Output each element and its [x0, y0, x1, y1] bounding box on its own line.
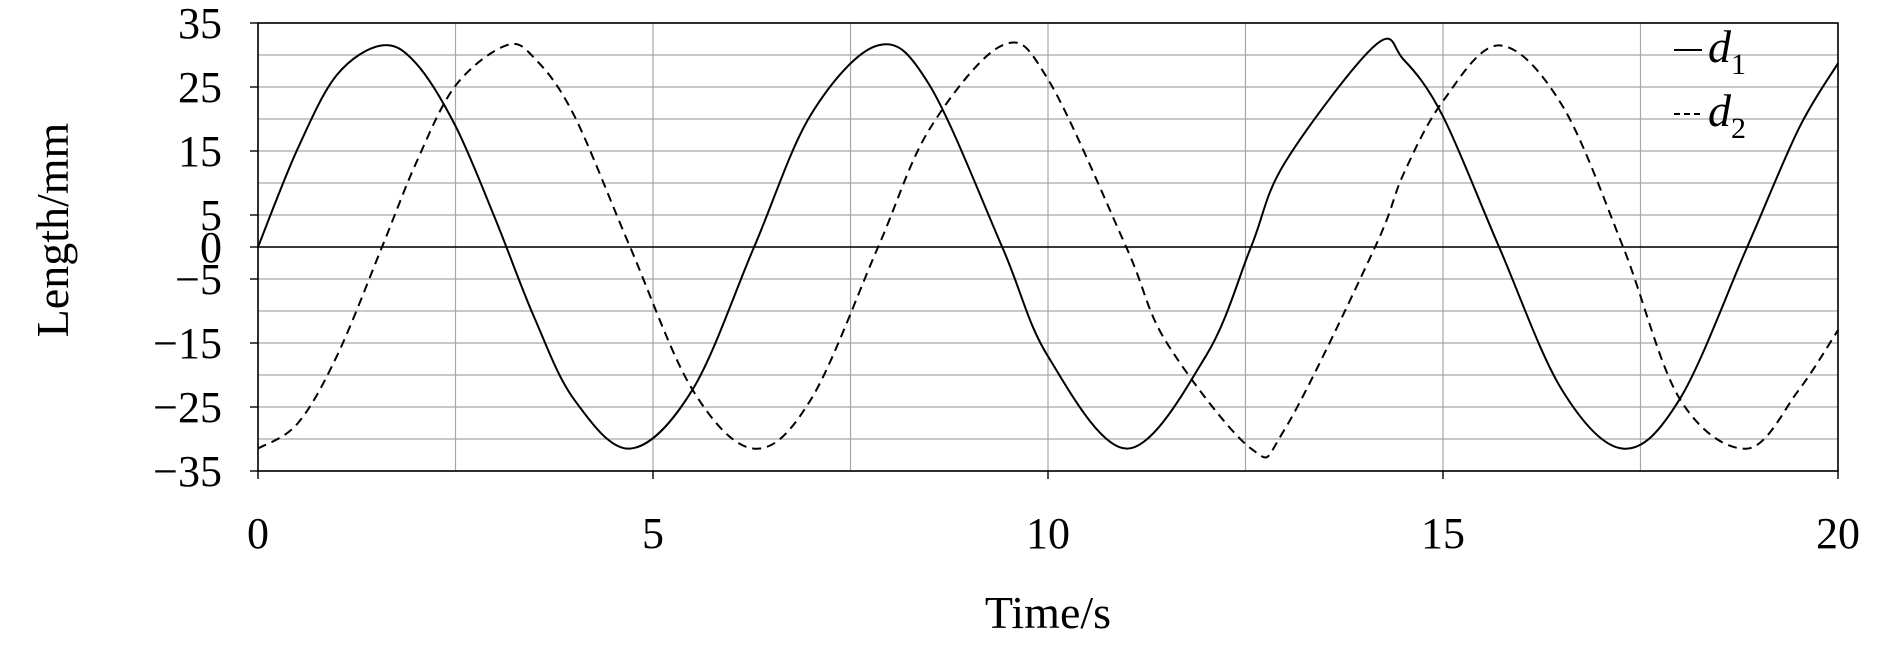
x-tick-label: 5	[642, 509, 664, 558]
grid	[257, 22, 1839, 472]
y-tick-label: −15	[153, 319, 222, 368]
x-tick-label: 10	[1026, 509, 1070, 558]
y-tick-label: −25	[153, 383, 222, 432]
series-layer	[257, 37, 1839, 459]
y-tick-label: 25	[178, 63, 222, 112]
legend-label-1: d1	[1708, 21, 1746, 81]
series-line-1	[257, 37, 1839, 450]
y-tick-label: 35	[178, 0, 222, 48]
y-tick-label: 0	[200, 223, 222, 272]
y-axis-label: Length/mm	[27, 122, 78, 337]
x-tick-label: 0	[247, 509, 269, 558]
y-tick-labels: 35 25 15 50−5 −15 −25 −35	[153, 0, 258, 496]
y-tick-label: −35	[153, 447, 222, 496]
x-tick-labels: 0 5 10 15 20	[247, 471, 1860, 558]
y-tick-label: 15	[178, 127, 222, 176]
x-tick-label: 15	[1421, 509, 1465, 558]
x-axis-label: Time/s	[985, 587, 1111, 638]
series-line-2	[257, 41, 1839, 459]
y-tick-label: −5	[175, 255, 222, 304]
x-tick-label: 20	[1816, 509, 1860, 558]
legend-label-2: d2	[1708, 85, 1746, 145]
y-tick-label: 5	[200, 191, 222, 240]
